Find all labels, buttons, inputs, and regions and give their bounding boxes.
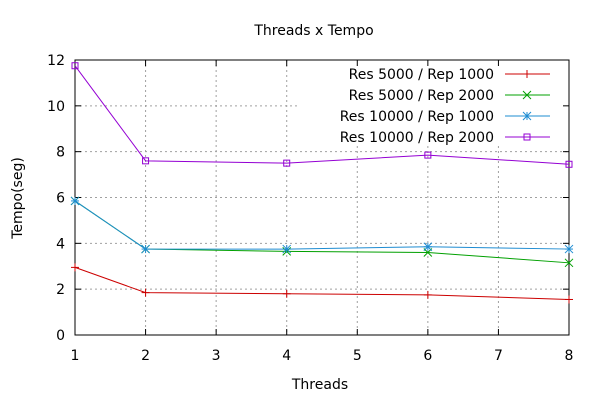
data-point-0-1 (141, 288, 150, 297)
data-point-3-2 (283, 159, 291, 167)
x-tick-label-1: 2 (141, 348, 150, 364)
legend-marker-2 (522, 111, 532, 121)
legend: Res 5000 / Rep 1000 Res 5000 / Rep 2000 Re… (340, 67, 550, 146)
series-line-2 (74, 200, 570, 250)
data-point-2-0 (70, 196, 80, 206)
data-point-3-0 (71, 62, 79, 70)
legend-label-3: Res 10000 / Rep 2000 (340, 130, 494, 146)
y-tick-label-3: 6 (56, 191, 65, 207)
x-tick-label-3: 4 (282, 348, 291, 364)
series-line-3 (74, 65, 570, 165)
x-tick-label-4: 5 (353, 348, 362, 364)
y-tick-label-5: 10 (47, 99, 65, 115)
chart-title: Threads x Tempo (253, 23, 373, 39)
x-tick-label-6: 7 (494, 348, 503, 364)
y-axis-title: Tempo(seg) (10, 157, 26, 240)
data-point-3-3 (424, 151, 432, 159)
data-point-3-4 (565, 160, 573, 168)
y-tick-label-1: 2 (56, 282, 65, 298)
data-point-1-4 (564, 258, 574, 268)
legend-marker-1 (522, 90, 532, 100)
series-line-0 (74, 266, 570, 300)
data-point-3-1 (142, 157, 150, 165)
data-point-2-1 (141, 244, 150, 254)
y-tick-label-0: 0 (56, 328, 65, 344)
y-tick-label-2: 4 (56, 236, 65, 252)
data-point-0-4 (565, 295, 573, 304)
data-point-2-4 (564, 244, 574, 254)
series-line-1 (74, 200, 570, 264)
data-point-0-3 (423, 290, 432, 299)
legend-label-1: Res 5000 / Rep 2000 (349, 88, 494, 104)
x-tick-label-0: 1 (71, 348, 80, 364)
x-tick-label-5: 6 (423, 348, 432, 364)
series-layer (70, 62, 574, 304)
x-tick-label-7: 8 (565, 348, 574, 364)
x-tick-label-2: 3 (212, 348, 221, 364)
data-point-2-3 (423, 242, 433, 252)
legend-label-2: Res 10000 / Rep 1000 (340, 109, 494, 125)
x-axis-title: Threads (291, 377, 348, 393)
y-tick-label-6: 12 (47, 53, 65, 69)
legend-marker-0 (523, 70, 531, 78)
data-point-0-0 (71, 263, 79, 272)
data-point-0-2 (282, 289, 291, 298)
y-tick-label-4: 8 (56, 145, 65, 161)
data-point-2-2 (282, 244, 292, 254)
legend-marker-3 (523, 133, 531, 141)
grid (75, 60, 569, 335)
legend-label-0: Res 5000 / Rep 1000 (349, 67, 494, 83)
